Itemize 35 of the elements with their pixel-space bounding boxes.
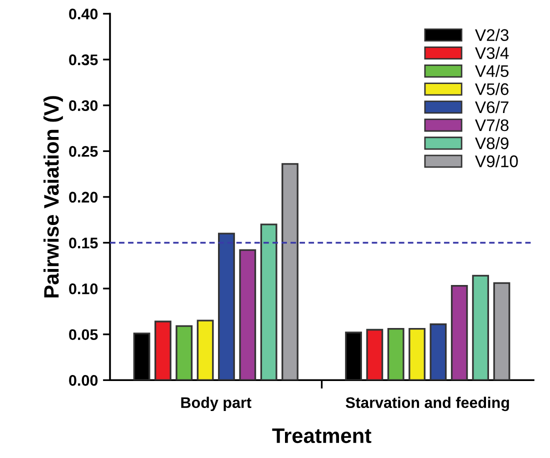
legend-label: V2/3 bbox=[475, 28, 508, 41]
bar bbox=[176, 325, 193, 380]
bar bbox=[239, 249, 256, 380]
legend-label: V3/4 bbox=[475, 46, 509, 60]
x-axis-title: Treatment bbox=[272, 428, 372, 444]
y-tick-label: 0.35 bbox=[69, 54, 98, 66]
legend-label: V9/10 bbox=[475, 154, 518, 168]
y-tick-label: 0.00 bbox=[69, 375, 98, 386]
y-tick-label: 0.40 bbox=[69, 8, 98, 20]
legend-label: V4/5 bbox=[475, 64, 509, 78]
y-tick-label: 0.10 bbox=[69, 283, 98, 294]
bar bbox=[218, 232, 235, 380]
y-axis-title: Pairwise Vaiation (V) bbox=[43, 96, 63, 298]
x-tick-label: Starvation and feeding bbox=[346, 396, 509, 412]
bar bbox=[154, 320, 172, 380]
bar bbox=[450, 284, 468, 380]
legend-label: V8/9 bbox=[475, 136, 508, 150]
bar bbox=[282, 163, 298, 380]
bar bbox=[366, 328, 384, 380]
bar bbox=[387, 328, 404, 380]
y-tick-label: 0.15 bbox=[69, 238, 98, 248]
bar bbox=[430, 323, 447, 380]
y-tick-label: 0.25 bbox=[69, 146, 98, 157]
bar bbox=[260, 224, 278, 380]
legend-label: V6/7 bbox=[475, 100, 508, 114]
y-tick-label: 0.30 bbox=[69, 100, 98, 112]
y-tick-label: 0.20 bbox=[69, 192, 98, 203]
bar bbox=[408, 328, 426, 380]
bar bbox=[493, 282, 510, 380]
bar bbox=[472, 274, 490, 380]
y-tick-label: 0.05 bbox=[69, 329, 98, 340]
legend-label: V7/8 bbox=[475, 118, 509, 132]
bar bbox=[196, 320, 214, 380]
legend-label: V5/6 bbox=[475, 82, 508, 96]
x-tick-label: Body part bbox=[181, 396, 252, 412]
